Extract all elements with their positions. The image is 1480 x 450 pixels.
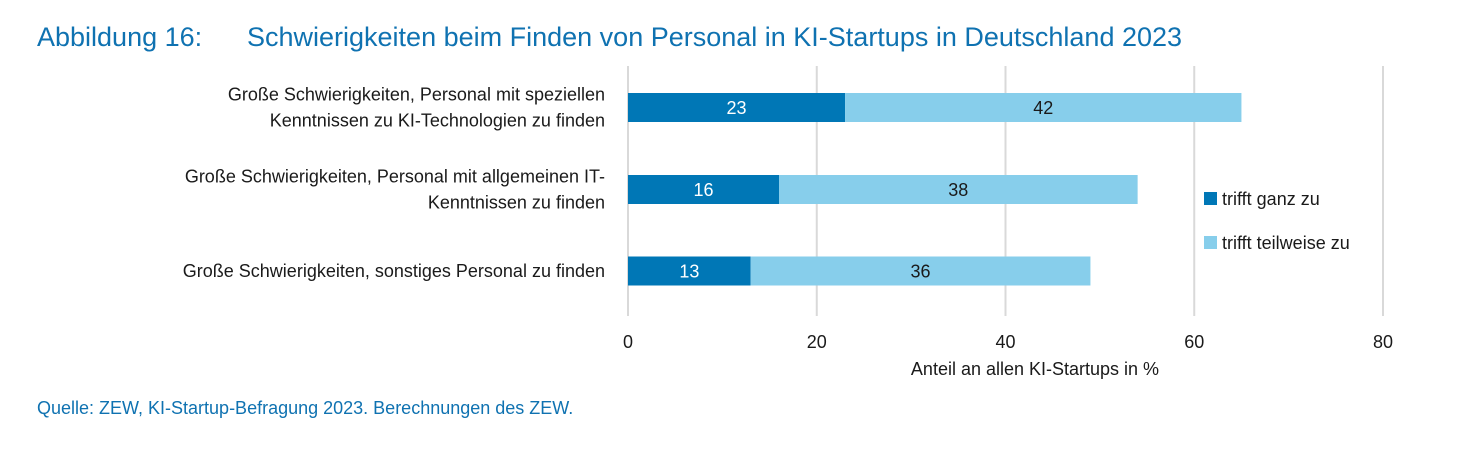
category-label: Kenntnissen zu finden — [428, 193, 605, 213]
x-axis-ticks: 0 20 40 60 80 — [623, 332, 1393, 352]
bar-segment — [628, 256, 751, 286]
x-axis-label: Anteil an allen KI-Startups in % — [911, 359, 1159, 379]
bar-segment — [750, 256, 1091, 286]
legend-swatch — [1204, 192, 1217, 205]
x-tick-label: 80 — [1373, 332, 1393, 352]
data-label: 42 — [1033, 98, 1053, 118]
legend-swatch — [1204, 236, 1217, 249]
x-tick-label: 20 — [807, 332, 827, 352]
legend-label: trifft ganz zu — [1222, 189, 1320, 209]
figure-title: Abbildung 16: Schwierigkeiten beim Finden… — [37, 22, 1182, 53]
data-label: 16 — [693, 180, 713, 200]
bars: 23 42 16 38 13 36 — [628, 93, 1242, 286]
legend-label: trifft teilweise zu — [1222, 233, 1350, 253]
x-tick-label: 60 — [1184, 332, 1204, 352]
data-label: 36 — [911, 262, 931, 282]
x-tick-label: 0 — [623, 332, 633, 352]
category-label: Kenntnissen zu KI-Technologien zu finden — [270, 111, 605, 131]
bar-segment — [845, 93, 1242, 122]
category-label: Große Schwierigkeiten, Personal mit spez… — [228, 85, 605, 105]
source-note: Quelle: ZEW, KI-Startup-Befragung 2023. … — [37, 398, 574, 418]
category-label: Große Schwierigkeiten, Personal mit allg… — [185, 167, 605, 187]
x-tick-label: 40 — [995, 332, 1015, 352]
bar-segment — [628, 175, 779, 204]
figure-title-text: Schwierigkeiten beim Finden von Personal… — [247, 22, 1183, 52]
data-label: 23 — [727, 98, 747, 118]
bar-segment — [628, 93, 846, 122]
legend: trifft ganz zu trifft teilweise zu — [1204, 189, 1350, 253]
data-label: 38 — [948, 180, 968, 200]
bar-segment — [779, 175, 1138, 204]
figure-number: Abbildung 16: — [37, 22, 203, 52]
data-label: 13 — [679, 262, 699, 282]
category-labels: Große Schwierigkeiten, Personal mit spez… — [183, 85, 605, 282]
category-label: Große Schwierigkeiten, sonstiges Persona… — [183, 261, 605, 281]
